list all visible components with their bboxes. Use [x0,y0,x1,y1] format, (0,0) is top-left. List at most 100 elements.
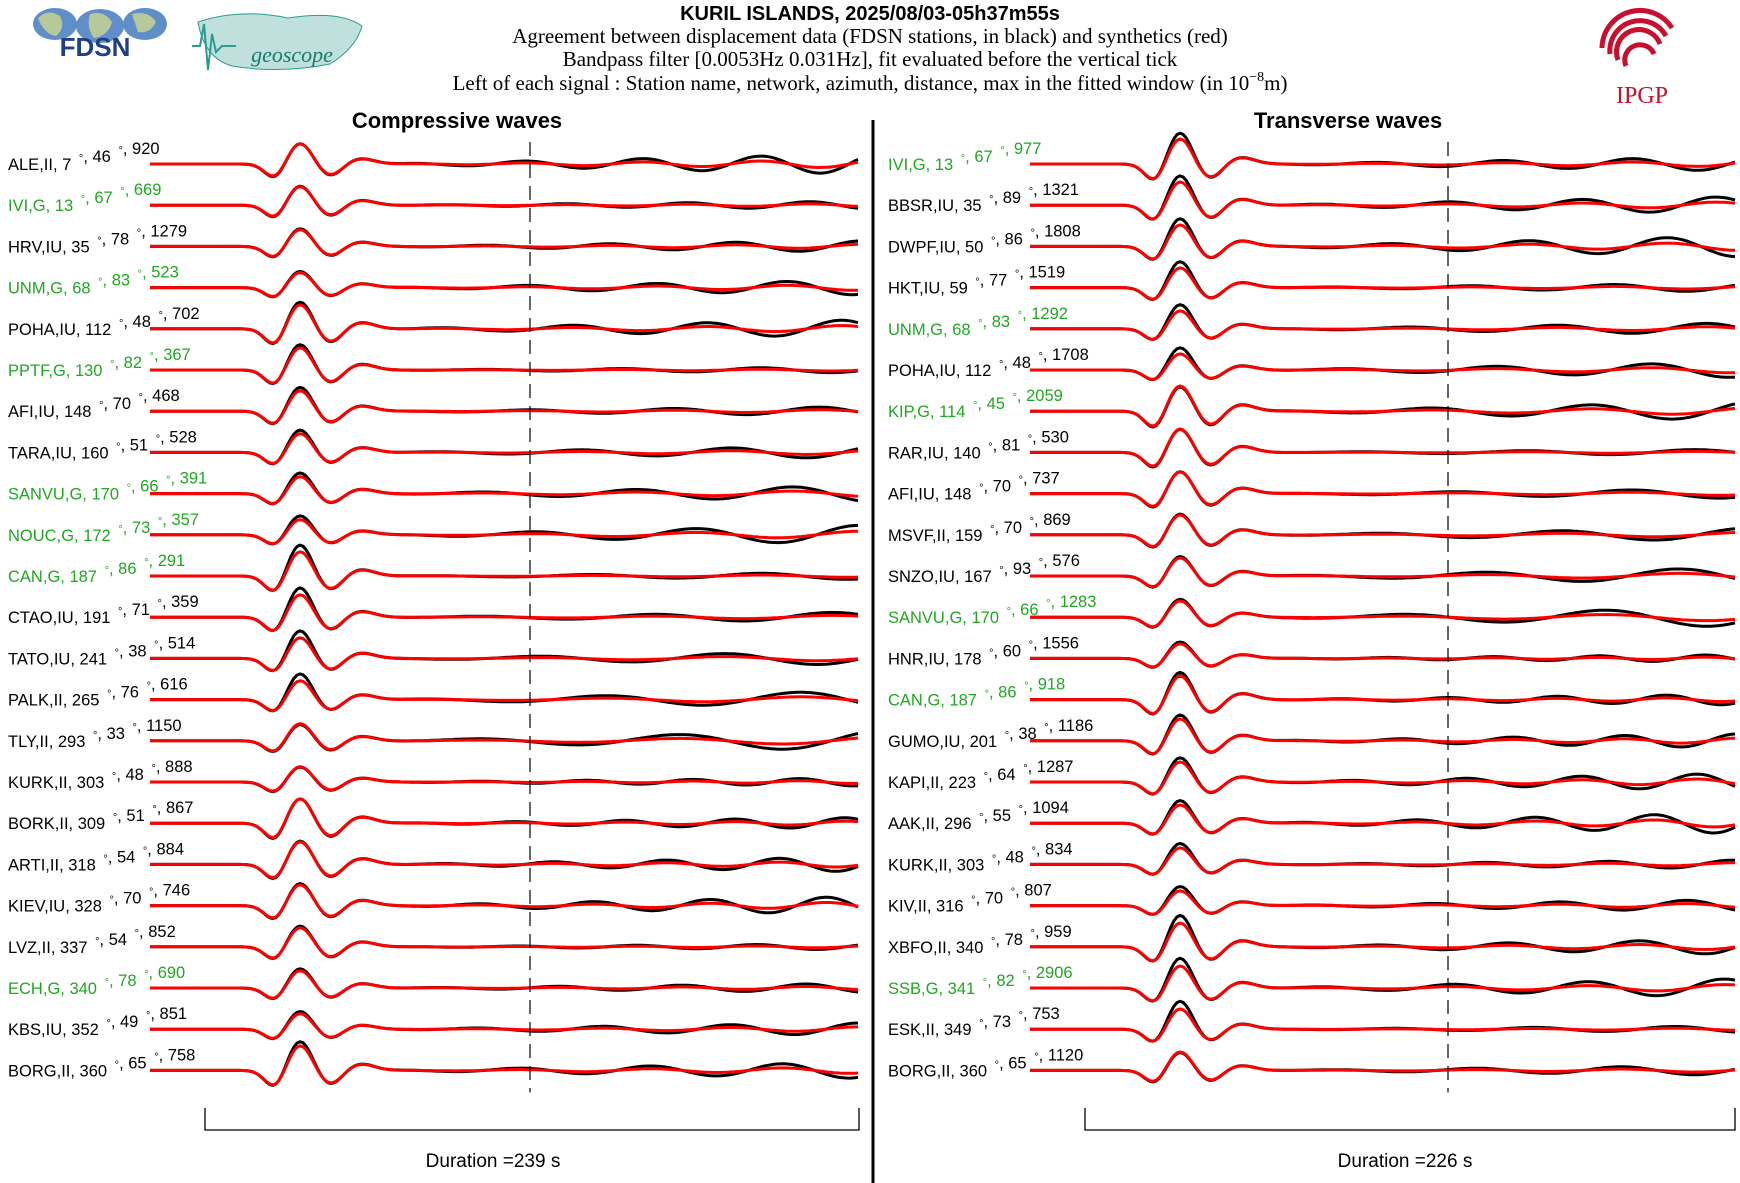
data-trace [1030,841,1735,876]
synthetic-trace [150,185,859,218]
station-row: KIV,II, 316 °, 70 °, 807 [888,882,1736,916]
station-row: BORG,II, 360 °, 65 °, 1120 [888,1046,1736,1084]
data-trace [150,227,859,259]
synthetic-trace [150,636,859,673]
station-row: HNR,IU, 178 °, 60 °, 1556 [888,634,1736,669]
synthetic-trace [1030,352,1736,382]
station-label: KURK,II, 303 °, 48 °, 888 [8,758,193,792]
geoscope-logo-text: geoscope [251,42,333,67]
data-trace [1030,174,1736,221]
station-row: KAPI,II, 223 °, 64 °, 1287 [888,756,1736,796]
station-label: BORG,II, 360 °, 65 °, 758 [8,1046,195,1080]
data-trace [150,765,859,794]
data-trace [1030,913,1736,963]
station-row: BBSR,IU, 35 °, 89 °, 1321 [888,174,1736,221]
station-row: KBS,IU, 352 °, 49 °, 851 [8,1005,859,1041]
synthetic-trace [150,432,859,465]
station-label: IVI,G, 13 °, 67 °, 977 [888,140,1041,174]
station-label: KBS,IU, 352 °, 49 °, 851 [8,1005,187,1039]
station-row: KIP,G, 114 °, 45 °, 2059 [888,384,1736,429]
synthetic-trace [1030,803,1736,836]
data-trace [1030,470,1736,509]
station-label: AFI,IU, 148 °, 70 °, 468 [8,387,180,421]
station-row: POHA,IU, 112 °, 48 °, 1708 [888,346,1736,382]
data-trace [1030,640,1736,669]
data-trace [1030,260,1736,301]
synthetic-trace [1030,266,1736,301]
station-label: KIV,II, 316 °, 70 °, 807 [888,882,1052,916]
geoscope-logo: geoscope [192,13,363,71]
station-label: ALE,II, 7 °, 46 °, 920 [8,140,160,174]
station-label: KAPI,II, 223 °, 64 °, 1287 [888,758,1074,792]
station-row: NOUC,G, 172 °, 73 °, 357 [8,511,859,546]
station-row: KURK,II, 303 °, 48 °, 888 [8,758,859,794]
data-trace [150,672,859,713]
duration-bracket-transverse [1084,1108,1736,1131]
station-row: KIEV,IU, 328 °, 70 °, 746 [8,882,859,921]
synthetic-trace [150,346,859,385]
synthetic-trace [1030,889,1736,916]
station-row: MSVF,II, 159 °, 70 °, 869 [888,511,1736,549]
station-row: XBFO,II, 340 °, 78 °, 959 [888,913,1736,963]
data-trace [150,385,859,426]
synthetic-trace [1030,137,1736,181]
station-row: TATO,IU, 241 °, 38 °, 514 [8,629,859,673]
data-trace [150,629,859,673]
station-label: TLY,II, 293 °, 33 °, 1150 [8,717,182,751]
synthetic-trace [150,765,859,793]
duration-bracket-compressive [204,1108,860,1131]
station-label: RAR,IU, 140 °, 81 °, 530 [888,428,1069,462]
station-label: BBSR,IU, 35 °, 89 °, 1321 [888,181,1079,215]
station-label: NOUC,G, 172 °, 73 °, 357 [8,511,199,545]
panel-transverse: IVI,G, 13 °, 67 °, 977 BBSR,IU, 35 °, 89 … [888,131,1736,1093]
synthetic-trace [1030,309,1736,341]
synthetic-trace [150,593,859,632]
synthetic-trace [150,679,859,713]
data-trace [1030,670,1736,716]
data-trace [1030,346,1736,382]
data-trace [150,300,859,346]
station-row: BORK,II, 309 °, 51 °, 867 [8,797,859,840]
synthetic-trace [150,797,859,840]
synthetic-trace [150,303,859,345]
data-trace [150,586,859,633]
station-label: PPTF,G, 130 °, 82 °, 367 [8,346,191,380]
station-row: HRV,IU, 35 °, 78 °, 1279 [8,222,859,259]
data-trace [150,428,859,466]
station-row: AFI,IU, 148 °, 70 °, 468 [8,385,859,426]
synthetic-trace [150,840,859,880]
station-label: ESK,II, 349 °, 73 °, 753 [888,1005,1060,1039]
synthetic-trace [150,475,859,506]
header-line-1: Agreement between displacement data (FDS… [512,24,1228,48]
station-row: SANVU,G, 170 °, 66 °, 1283 [888,593,1736,629]
data-trace [150,184,859,219]
synthetic-trace [150,228,859,258]
ipgp-logo: IPGP [1599,8,1675,109]
duration-label-transverse: Duration =226 s [1338,1151,1473,1172]
station-label: UNM,G, 68 °, 83 °, 523 [8,264,179,298]
synthetic-trace [150,722,859,753]
data-trace [1030,885,1736,916]
station-row: LVZ,II, 337 °, 54 °, 852 [8,923,859,961]
station-label: IVI,G, 13 °, 67 °, 669 [8,181,161,215]
station-label: LVZ,II, 337 °, 54 °, 852 [8,923,176,957]
synthetic-trace [150,142,859,178]
data-trace [150,882,859,921]
synthetic-trace [1030,642,1736,669]
data-trace [1030,756,1736,796]
data-trace [150,1040,859,1087]
synthetic-trace [1030,846,1735,876]
synthetic-trace [1030,760,1736,796]
station-label: POHA,IU, 112 °, 48 °, 702 [8,305,200,339]
duration-label-compressive: Duration =239 s [426,1151,561,1172]
station-row: PALK,II, 265 °, 76 °, 616 [8,672,859,713]
station-label: HKT,IU, 59 °, 77 °, 1519 [888,264,1065,298]
station-row: CAN,G, 187 °, 86 °, 918 [888,670,1736,716]
station-label: BORG,II, 360 °, 65 °, 1120 [888,1046,1083,1080]
data-trace [1030,303,1736,342]
synthetic-trace [150,389,859,425]
station-label: SANVU,G, 170 °, 66 °, 1283 [888,593,1096,627]
data-trace [1030,217,1736,261]
synthetic-trace [1030,717,1736,756]
station-label: KURK,II, 303 °, 48 °, 834 [888,840,1073,874]
